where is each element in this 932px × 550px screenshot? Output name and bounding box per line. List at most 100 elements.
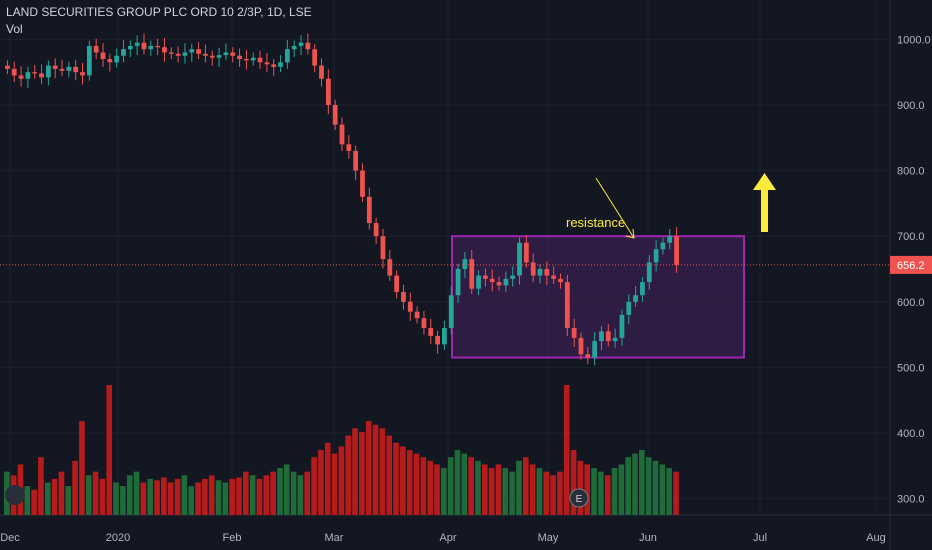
- last-price-label: 656.2: [897, 260, 925, 272]
- volume-bar: [372, 424, 379, 515]
- candle-body: [141, 42, 147, 50]
- candle-body: [510, 275, 516, 279]
- resistance-box: [451, 235, 745, 359]
- volume-bar: [611, 468, 618, 515]
- candle-body: [599, 331, 604, 342]
- candle-body: [39, 73, 44, 78]
- volume-bar: [570, 450, 577, 515]
- time-tick-label: May: [538, 532, 559, 544]
- candle-body: [353, 150, 359, 171]
- volume-bar: [126, 475, 133, 515]
- last-price-badge: [890, 255, 932, 274]
- candle-body: [203, 53, 208, 56]
- candle-body: [551, 275, 557, 279]
- candle-body: [11, 68, 17, 76]
- candle-body: [462, 259, 468, 269]
- time-tick-label: Jun: [639, 532, 657, 544]
- candle-body: [319, 65, 324, 79]
- volume-bar: [461, 453, 468, 515]
- resistance-arrow-line: [595, 177, 635, 239]
- candle-body: [612, 337, 618, 342]
- candle-body: [305, 42, 311, 50]
- candle-body: [175, 53, 181, 56]
- volume-bar: [577, 460, 584, 515]
- candle-body: [585, 354, 591, 358]
- price-tick-label: 600.0: [897, 297, 925, 309]
- candle-body: [73, 66, 79, 73]
- volume-bar: [543, 471, 550, 515]
- volume-bar: [563, 385, 570, 515]
- time-tick-label: 2020: [106, 532, 130, 544]
- volume-bar: [645, 457, 652, 515]
- volume-bar: [72, 460, 78, 515]
- candle-body: [52, 65, 58, 69]
- price-tick-label: 800.0: [897, 166, 925, 178]
- volume-bar: [441, 468, 447, 515]
- candle-body: [435, 335, 440, 345]
- candle-body: [407, 301, 413, 312]
- volume-bar: [24, 486, 31, 515]
- volume-bar: [181, 475, 188, 515]
- volume-bar: [283, 464, 290, 515]
- candle-body: [223, 52, 229, 56]
- candle-body: [230, 52, 236, 56]
- candle-body: [66, 66, 72, 71]
- volume-bar: [167, 482, 174, 515]
- volume-bar: [120, 486, 126, 515]
- candle-body: [127, 45, 133, 50]
- volume-bar: [475, 460, 481, 515]
- volume-bar: [174, 478, 181, 515]
- candle-body: [134, 42, 140, 46]
- volume-bar: [270, 471, 276, 515]
- candle-body: [633, 295, 639, 302]
- candle-body: [257, 57, 263, 63]
- volume-bar: [345, 435, 352, 515]
- volume-bar: [673, 471, 679, 515]
- candle-body: [564, 282, 570, 329]
- candle-body: [537, 268, 543, 276]
- volume-bar: [242, 471, 249, 515]
- candle-body: [80, 72, 85, 76]
- candle-body: [121, 49, 126, 56]
- volume-bar: [550, 475, 556, 515]
- volume-bar: [58, 471, 65, 515]
- volume-bar: [509, 471, 515, 515]
- price-tick-label: 1000.0: [897, 34, 931, 46]
- volume-bar: [488, 468, 495, 515]
- candle-body: [312, 49, 318, 66]
- candle-body: [155, 45, 161, 48]
- candle-body: [674, 236, 679, 266]
- volume-bar: [522, 457, 529, 515]
- price-tick-label: 900.0: [897, 100, 925, 112]
- candle-body: [291, 45, 297, 50]
- volume-bar: [359, 431, 365, 515]
- volume-bar: [495, 464, 502, 515]
- candle-body: [640, 282, 645, 296]
- up-arrow-shaft: [761, 188, 768, 232]
- volume-bar: [468, 457, 474, 515]
- candle-body: [284, 49, 290, 63]
- volume-bar: [256, 478, 263, 515]
- candle-body: [271, 64, 277, 67]
- time-tick-label: Jul: [753, 532, 767, 544]
- candle-body: [442, 328, 447, 345]
- volume-bar: [393, 442, 399, 515]
- volume-bar: [427, 460, 433, 515]
- time-tick-label: Feb: [223, 532, 242, 544]
- volume-bar: [51, 478, 58, 515]
- volume-bar: [202, 478, 208, 515]
- candle-body: [571, 328, 577, 338]
- candle-body: [373, 223, 379, 237]
- volume-bar: [249, 475, 256, 515]
- candle-body: [32, 72, 38, 74]
- candle-body: [489, 278, 495, 283]
- volume-bar: [236, 477, 242, 515]
- candle-body: [107, 59, 113, 63]
- candle-body: [592, 341, 598, 358]
- volume-bar: [331, 453, 338, 515]
- candle-body: [558, 278, 563, 283]
- candle-body: [523, 242, 529, 263]
- volume-bar: [659, 464, 666, 515]
